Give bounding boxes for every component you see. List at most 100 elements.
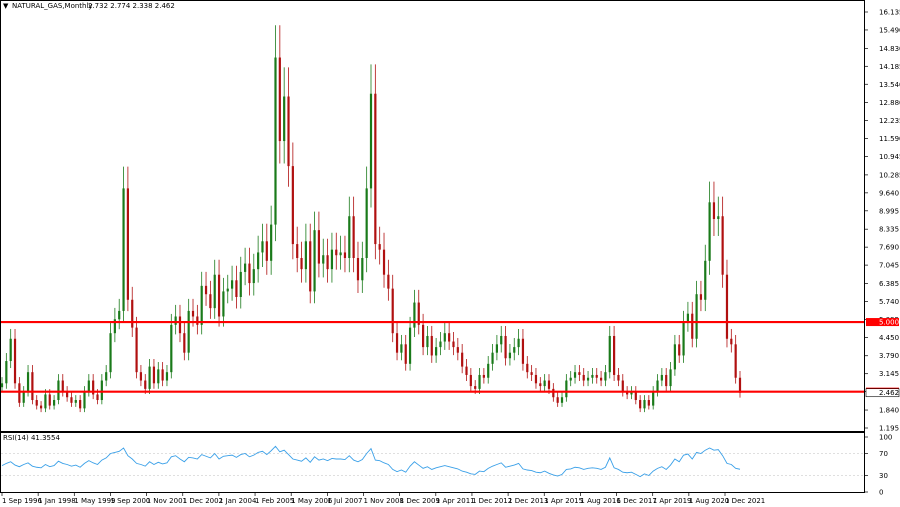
candle-body: [296, 244, 299, 259]
candle-body: [35, 400, 38, 406]
candle-body: [608, 335, 611, 373]
candlestick-series: [0, 25, 742, 413]
candle-body: [534, 374, 538, 384]
time-tick-label: 1 Dec 2017: [617, 497, 657, 505]
candle-body: [118, 310, 121, 320]
candle-body: [695, 294, 698, 339]
price-tick-label: 10.285: [879, 171, 900, 179]
candle-body: [569, 377, 572, 381]
candle-body: [630, 391, 633, 395]
candle-body: [417, 302, 420, 325]
candle-body: [235, 280, 238, 297]
candle-body: [443, 333, 446, 342]
candle-body: [283, 96, 286, 142]
candle-body: [313, 230, 316, 292]
candle-body: [265, 241, 268, 261]
price-tick-label: 6.385: [879, 280, 899, 288]
price-tick-label: 14.830: [879, 45, 900, 53]
candle-body: [543, 380, 546, 387]
price-tick-label: 12.880: [879, 99, 900, 107]
candle-body: [204, 285, 208, 295]
candle-body: [560, 397, 564, 403]
candle-body: [343, 252, 347, 259]
candle-body: [595, 374, 598, 378]
time-tick-label: 1 Apr 2019: [653, 497, 692, 505]
candle-body: [708, 202, 711, 261]
candle-body: [613, 335, 616, 375]
time-tick-label: 1 Aug 2020: [689, 497, 729, 505]
time-tick-label: 1 Sep 1996: [2, 497, 42, 505]
candle-body: [578, 372, 581, 375]
rsi-line: [1, 445, 741, 478]
candle-body: [517, 338, 520, 348]
candle-body: [261, 241, 264, 253]
time-tick-label: 1 Apr 2011: [436, 497, 475, 505]
level-price-tag: [866, 318, 899, 327]
candle-body: [100, 380, 103, 401]
time-tick-label: 1 Jan 2004: [219, 497, 257, 505]
candle-body: [252, 269, 255, 284]
candle-body: [339, 252, 342, 256]
time-tick-label: 1 Dec 2012: [472, 497, 512, 505]
candle-body: [274, 57, 277, 225]
candle-body: [669, 369, 672, 387]
candle-body: [26, 372, 30, 392]
candle-body: [556, 397, 559, 403]
candle-body: [209, 294, 212, 309]
price-tick-label: 8.995: [879, 207, 899, 215]
candle-body: [673, 344, 676, 370]
candle-body: [148, 366, 151, 389]
rsi-tick-label: 0: [879, 489, 883, 497]
price-tick-label: 11.590: [879, 135, 900, 143]
candle-body: [87, 380, 90, 392]
current-price-tag: [865, 388, 900, 398]
candle-body: [621, 380, 624, 392]
price-tick-label: 3.790: [879, 352, 899, 360]
time-tick-label: 1 May 1999: [74, 497, 115, 505]
candle-body: [604, 372, 607, 381]
candle-body: [131, 299, 134, 328]
candle-body: [382, 249, 386, 275]
candle-body: [83, 391, 86, 409]
header-arrow-icon[interactable]: ▼: [3, 2, 9, 10]
candle-body: [356, 258, 360, 281]
current-price-label: 2.462: [879, 389, 899, 397]
candle-body: [74, 400, 77, 403]
candle-body: [682, 322, 685, 356]
candle-body: [391, 288, 394, 334]
price-tick-label: 12.235: [879, 117, 900, 125]
candle-body: [174, 316, 177, 325]
candle-body: [378, 244, 381, 250]
candle-body: [465, 366, 468, 375]
candle-body: [139, 372, 143, 381]
candle-body: [439, 341, 442, 348]
candle-body: [734, 344, 737, 378]
candle-body: [5, 361, 8, 384]
candle-body: [426, 335, 429, 348]
price-tick-label: 7.045: [879, 262, 899, 270]
rsi-tick-label: 100: [879, 434, 892, 442]
time-tick-label: 1 Nov 2001: [147, 497, 187, 505]
price-tick-label: 1.840: [879, 407, 899, 415]
rsi-label: RSI(14) 41.3554: [3, 434, 60, 442]
candle-body: [92, 380, 95, 395]
candle-body: [573, 372, 577, 378]
candle-body: [413, 302, 416, 328]
candle-body: [369, 93, 373, 189]
time-tick-label: 1 Dec 2009: [400, 497, 440, 505]
candle-body: [257, 252, 260, 270]
candle-body: [508, 352, 512, 359]
candle-body: [699, 294, 703, 300]
candle-body: [105, 372, 108, 381]
candle-body: [482, 374, 485, 378]
candle-body: [135, 327, 138, 373]
candle-body: [178, 316, 182, 334]
candle-body: [61, 380, 64, 392]
candle-body: [248, 263, 251, 284]
price-panel-frame: [0, 0, 865, 432]
candle-body: [647, 400, 650, 406]
candle-body: [665, 374, 668, 387]
candle-body: [617, 374, 620, 381]
rsi-series: [1, 445, 741, 478]
candle-body: [530, 372, 533, 375]
